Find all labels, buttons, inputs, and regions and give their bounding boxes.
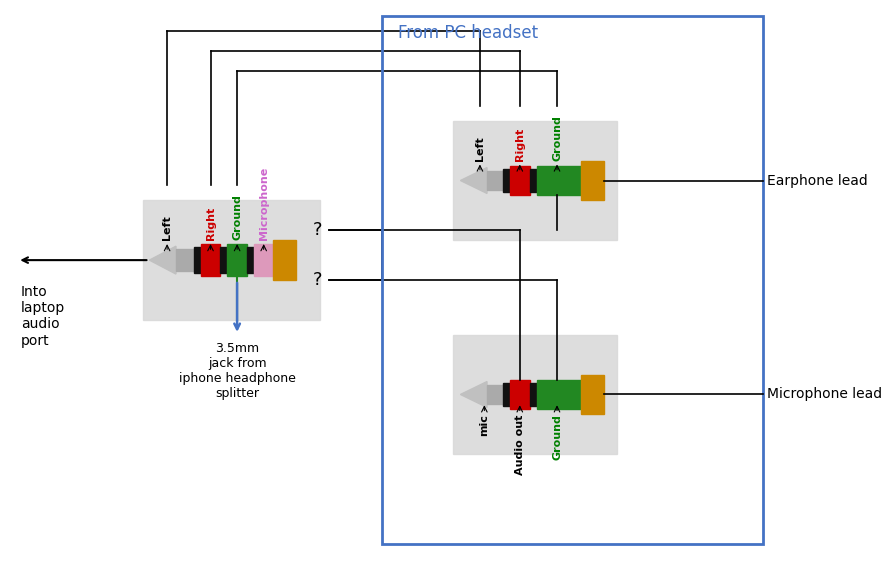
Bar xyxy=(454,121,618,240)
Text: Ground: Ground xyxy=(552,115,562,161)
Bar xyxy=(581,374,604,414)
Text: Ground: Ground xyxy=(232,194,242,240)
Polygon shape xyxy=(461,168,487,193)
Bar xyxy=(530,169,537,193)
Text: ?: ? xyxy=(313,271,323,289)
Bar xyxy=(254,244,274,276)
Text: Left: Left xyxy=(162,215,172,240)
Bar xyxy=(503,169,510,193)
Bar xyxy=(144,201,321,320)
Text: mic: mic xyxy=(479,414,489,436)
Text: 3.5mm
jack from
iphone headphone
splitter: 3.5mm jack from iphone headphone splitte… xyxy=(179,342,296,400)
Text: Into
laptop
audio
port: Into laptop audio port xyxy=(21,285,66,348)
Bar xyxy=(581,161,604,201)
Bar xyxy=(503,382,510,406)
Bar xyxy=(176,249,194,271)
Bar xyxy=(274,240,297,280)
Bar xyxy=(201,244,221,276)
Polygon shape xyxy=(461,381,487,408)
Text: Microphone lead: Microphone lead xyxy=(767,388,882,401)
Polygon shape xyxy=(150,246,176,274)
Bar xyxy=(537,380,581,409)
Bar xyxy=(530,382,537,406)
Text: Right: Right xyxy=(206,207,215,240)
Bar xyxy=(194,247,201,273)
Bar xyxy=(487,170,503,190)
Bar xyxy=(510,165,530,196)
Text: Audio out: Audio out xyxy=(515,414,525,475)
Bar xyxy=(487,385,503,405)
Bar xyxy=(221,247,228,273)
Text: Left: Left xyxy=(475,136,485,161)
Bar xyxy=(247,247,254,273)
Bar xyxy=(454,335,618,454)
Text: Ground: Ground xyxy=(552,414,562,460)
Bar xyxy=(510,380,530,409)
Bar xyxy=(383,17,764,544)
Bar xyxy=(537,165,581,196)
Text: Right: Right xyxy=(515,127,525,161)
Text: ?: ? xyxy=(313,221,323,239)
Bar xyxy=(228,244,247,276)
Text: Earphone lead: Earphone lead xyxy=(767,173,867,188)
Text: Microphone: Microphone xyxy=(259,167,268,240)
Text: From PC headset: From PC headset xyxy=(399,25,539,42)
